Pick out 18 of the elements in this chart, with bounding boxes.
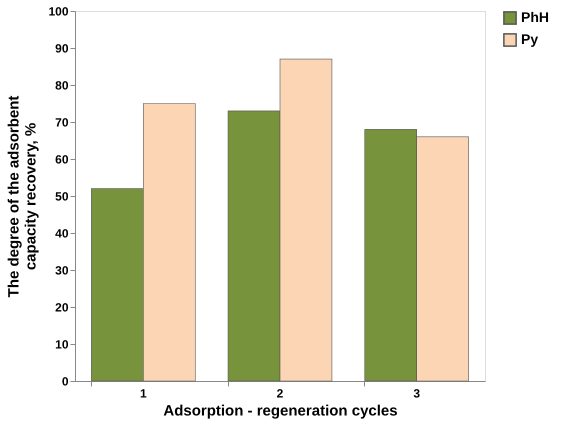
y-axis-title: The degree of the adsorbent capacity recovery, % <box>5 96 40 298</box>
x-tick-label: 1 <box>140 386 147 400</box>
y-tick-label: 20 <box>55 300 69 314</box>
x-tick-label: 2 <box>276 386 284 400</box>
legend-label: Py <box>521 31 538 47</box>
y-tick-label: 60 <box>55 152 69 166</box>
y-tick-label: 70 <box>55 116 69 130</box>
x-tick-label: 3 <box>413 386 420 400</box>
y-tick-label: 40 <box>55 226 69 240</box>
x-axis-title: Adsorption - regeneration cycles <box>163 402 398 420</box>
y-tick-label: 50 <box>55 190 69 204</box>
y-tick-label: 30 <box>55 264 69 278</box>
y-tick-label: 90 <box>55 42 69 56</box>
y-tick-label: 100 <box>48 4 69 18</box>
y-tick-label: 80 <box>55 78 69 92</box>
y-tick-label: 10 <box>55 338 69 352</box>
y-tick-label: 0 <box>62 374 69 388</box>
legend-label: PhH <box>521 9 549 25</box>
